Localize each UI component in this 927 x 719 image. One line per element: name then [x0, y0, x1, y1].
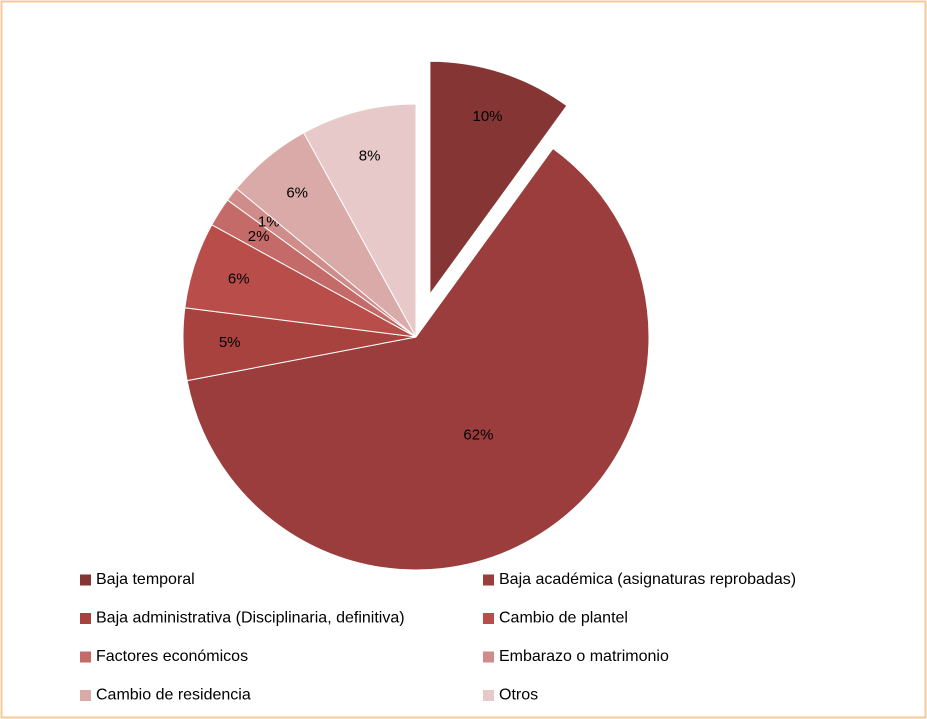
data-label: 6%	[228, 270, 250, 287]
legend-label: Otros	[499, 687, 538, 704]
data-label: 8%	[359, 147, 381, 164]
pie-slice	[186, 147, 650, 571]
data-label: 5%	[219, 334, 241, 351]
legend-label: Cambio de plantel	[499, 610, 628, 627]
legend-label: Factores económicos	[96, 648, 248, 665]
legend-label: Baja temporal	[96, 571, 195, 588]
pie-slice	[303, 103, 417, 338]
legend-swatch	[80, 613, 91, 624]
data-label: 62%	[463, 426, 493, 443]
legend-swatch	[483, 574, 494, 586]
legend-label: Baja académica (asignaturas reprobadas)	[499, 571, 796, 588]
legend-swatch	[483, 690, 494, 701]
legend-swatch	[80, 651, 91, 663]
data-label: 10%	[472, 108, 502, 125]
legend-swatch	[483, 651, 494, 663]
pie-slice	[429, 60, 568, 296]
legend-label: Cambio de residencia	[96, 687, 251, 704]
legend-swatch	[80, 574, 91, 586]
legend-swatch	[483, 613, 494, 624]
legend-label: Embarazo o matrimonio	[499, 648, 669, 665]
legend-swatch	[80, 690, 91, 701]
data-label: 2%	[248, 228, 270, 245]
legend-label: Baja administrativa (Disciplinaria, defi…	[96, 610, 405, 627]
data-label: 6%	[286, 184, 308, 201]
